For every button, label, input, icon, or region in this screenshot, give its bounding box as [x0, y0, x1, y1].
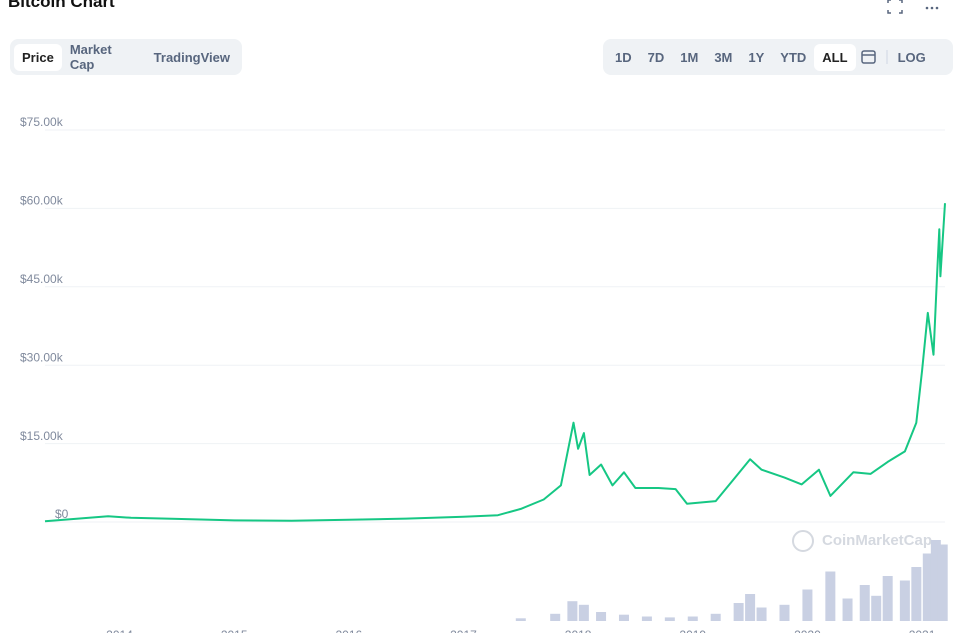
volume-bar: [641, 616, 652, 621]
volume-bar: [802, 589, 813, 621]
range-button[interactable]: 3M: [714, 49, 733, 65]
top-icons: [887, 0, 939, 14]
tab-button[interactable]: Market Cap: [69, 42, 112, 72]
volume-bar: [515, 618, 526, 621]
y-tick-label: $0: [55, 507, 69, 521]
volume-bar: [664, 617, 675, 621]
volume-bar: [930, 540, 941, 621]
volume-bar: [733, 603, 744, 621]
volume-bar: [596, 612, 607, 621]
range-button[interactable]: YTD: [780, 49, 807, 65]
range-button[interactable]: 1D: [615, 49, 632, 65]
more-icon[interactable]: [925, 6, 929, 10]
y-tick-label: $60.00k: [20, 194, 64, 208]
more-icon[interactable]: [935, 6, 939, 10]
more-icon[interactable]: [930, 6, 934, 10]
tab-group: Price Market Cap TradingView: [10, 39, 242, 75]
x-tick-label: 2015: [221, 628, 248, 633]
y-tick-label: $45.00k: [20, 272, 64, 286]
volume-bar: [687, 616, 698, 621]
volume-bar: [618, 614, 629, 621]
range-button[interactable]: 7D: [647, 49, 665, 65]
watermark-logo: [792, 530, 814, 552]
volume-bar: [550, 613, 561, 621]
tab-button[interactable]: TradingView: [153, 49, 230, 65]
tab-button[interactable]: Price: [14, 43, 62, 71]
x-tick-label: 2016: [335, 628, 362, 633]
volume-bar: [871, 595, 882, 621]
chart-title: Bitcoin Chart: [8, 0, 115, 11]
x-tick-label: 2020: [794, 628, 821, 633]
fullscreen-icon[interactable]: [887, 0, 903, 14]
y-tick-label: $15.00k: [20, 429, 64, 443]
x-tick-label: 2021: [909, 628, 936, 633]
x-tick-label: 2018: [565, 628, 592, 633]
calendar-icon[interactable]: [856, 49, 890, 65]
price-line: [44, 203, 946, 523]
volume-bar: [825, 571, 836, 621]
x-tick-label: 2019: [679, 628, 706, 633]
volume-bar: [937, 544, 948, 621]
y-tick-label: $75.00k: [20, 115, 64, 129]
volume-bar: [899, 580, 910, 621]
x-tick-label: 2014: [106, 628, 133, 633]
range-button[interactable]: 1Y: [748, 49, 765, 65]
range-button[interactable]: ALL: [814, 43, 856, 71]
watermark: CoinMarketCap: [822, 532, 932, 549]
y-tick-label: $30.00k: [20, 350, 64, 364]
volume-bar: [922, 553, 933, 621]
volume-bar: [567, 601, 578, 621]
volume-bar: [745, 594, 756, 621]
volume-bar: [859, 585, 870, 621]
x-tick-label: 2017: [450, 628, 477, 633]
log-button[interactable]: LOG: [897, 49, 926, 65]
range-button[interactable]: 1M: [680, 49, 699, 65]
volume-bar: [911, 567, 922, 621]
volume-bar: [578, 604, 589, 621]
volume-bar: [842, 598, 853, 621]
volume-bar: [710, 613, 721, 621]
volume-bar: [756, 607, 767, 621]
volume-bar: [882, 576, 893, 621]
volume-bar: [779, 604, 790, 621]
range-group: 1D 7D 1M 3M 1Y YTD ALL LOG: [603, 39, 953, 75]
